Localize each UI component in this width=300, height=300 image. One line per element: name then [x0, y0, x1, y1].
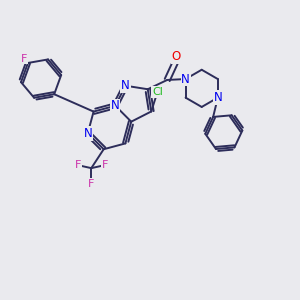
Text: F: F — [21, 54, 28, 64]
Text: N: N — [111, 99, 120, 112]
Text: N: N — [121, 79, 130, 92]
Text: F: F — [88, 179, 94, 189]
Text: O: O — [172, 50, 181, 63]
Text: N: N — [181, 73, 190, 85]
Text: Cl: Cl — [152, 87, 163, 97]
Text: F: F — [102, 160, 108, 170]
Text: N: N — [83, 127, 92, 140]
Text: F: F — [75, 160, 81, 170]
Text: N: N — [213, 91, 222, 104]
